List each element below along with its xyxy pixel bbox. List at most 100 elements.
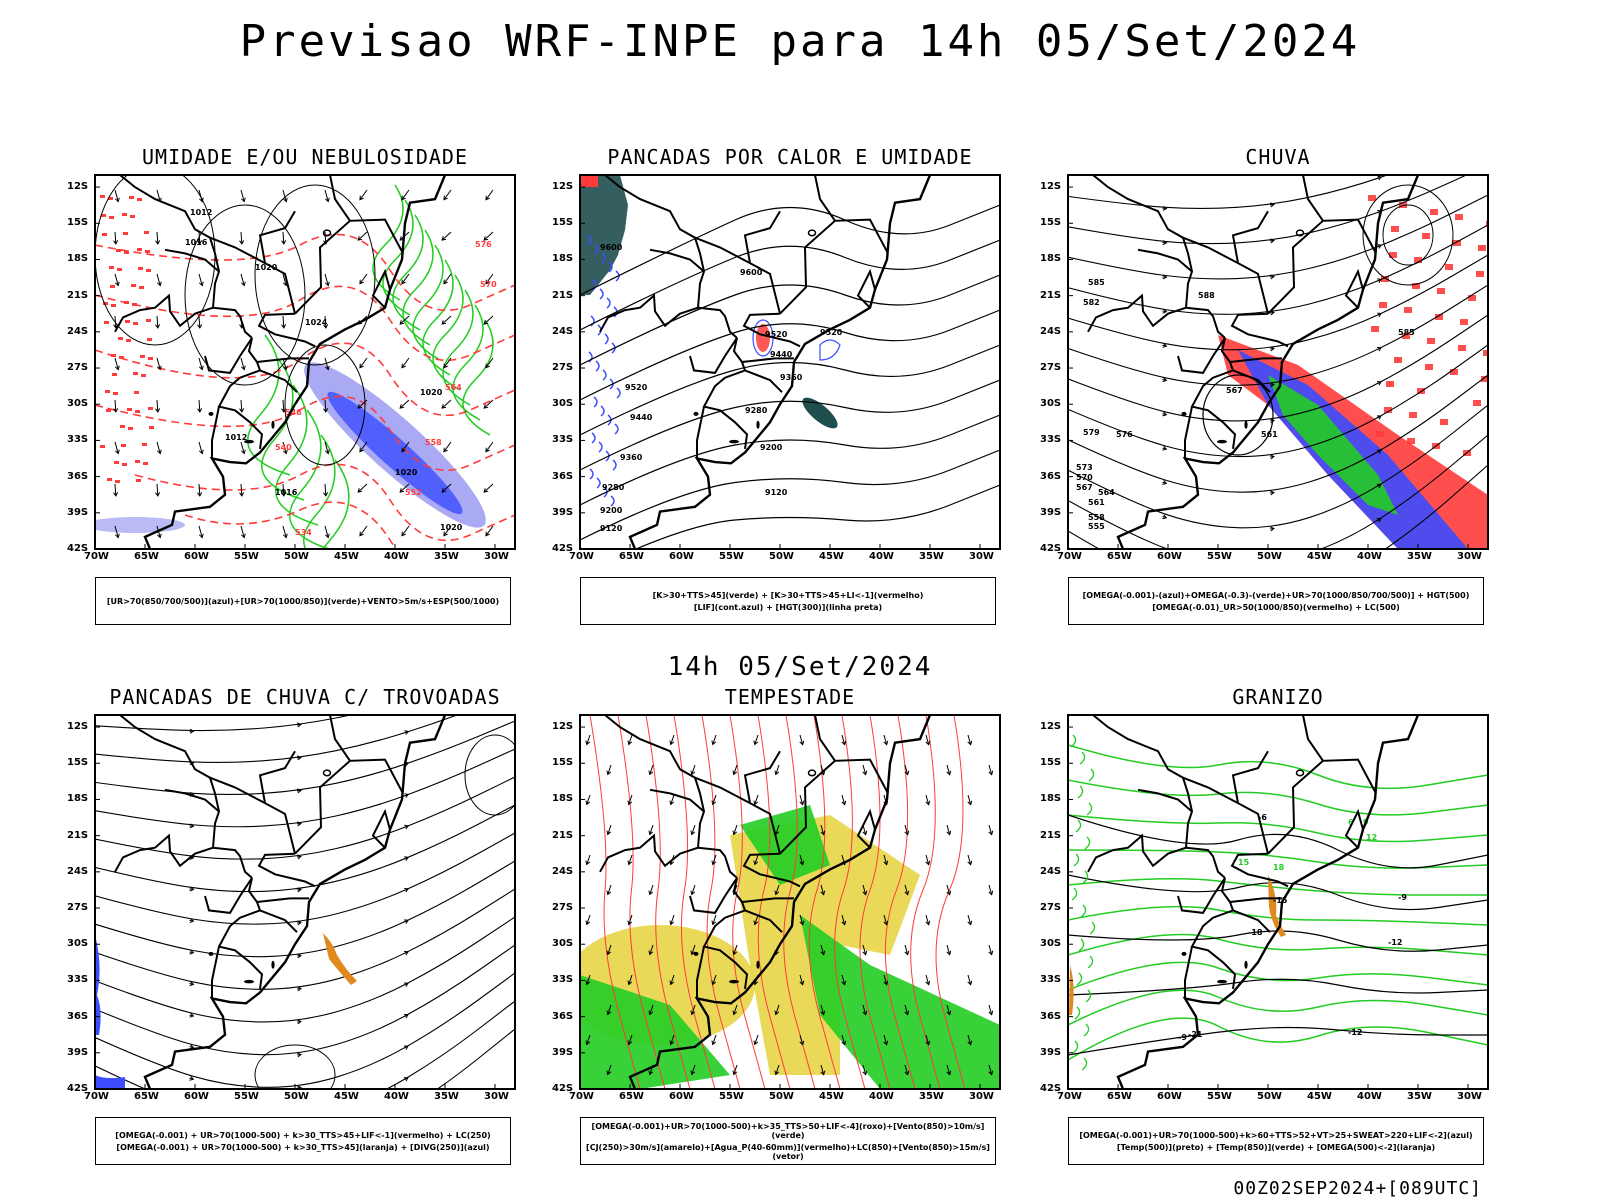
lon-label: 30W (1457, 551, 1482, 562)
isobar (95, 175, 216, 346)
lat-label: 30S (552, 398, 574, 410)
wind-vector-head (627, 860, 633, 866)
wind-arrow (198, 441, 203, 454)
wind-vector (712, 914, 717, 925)
hgt300-contour (580, 309, 1000, 401)
stream-arrow-head (1162, 240, 1168, 246)
map-frame: 1012 1016 1020 1024 1012 1016 1020 1020 1020 576 5… (67, 174, 516, 562)
lake-marker (729, 979, 739, 984)
stream-arrow-head (404, 1109, 408, 1113)
wind-arrow-head (485, 363, 490, 369)
rain-red-patch (1455, 214, 1463, 220)
contour-label: -18 (1248, 928, 1263, 937)
contour-label: 9360 (620, 453, 643, 462)
wind-vector-head (585, 980, 591, 986)
moisture-red-mark (109, 266, 114, 269)
rain-red-patch (1381, 276, 1389, 282)
border-line (741, 897, 794, 903)
contour-label: 579 (1083, 428, 1100, 437)
temp850-contour (1068, 961, 1488, 991)
temp850-contour (1068, 814, 1488, 843)
stream-arrow (190, 1110, 194, 1111)
wind-vector-head (606, 1010, 612, 1016)
lc850-streamline (757, 715, 791, 1089)
lat-label: 15S (1040, 757, 1062, 769)
wind-vector-head (988, 1070, 994, 1076)
temp850-contour (1068, 1017, 1488, 1061)
hgt300-contour (580, 344, 1000, 436)
temp850-contour (1068, 849, 1488, 869)
wind-vector (883, 1034, 888, 1045)
wind-arrow (156, 273, 161, 286)
wind-vector-head (711, 980, 717, 986)
stream-arrow-head (189, 918, 195, 924)
legend-box: [OMEGA(-0.001) + UR>70(1000-500) + k>30_… (95, 1117, 511, 1165)
lat-label: 42S (1040, 1083, 1062, 1094)
border-line (1231, 750, 1269, 854)
wind-vector-head (967, 920, 973, 926)
wind-vector (586, 914, 591, 925)
wind-vector (670, 974, 675, 985)
stream-arrow-head (189, 823, 195, 829)
lon-label: 60W (184, 551, 209, 562)
streamline (1068, 374, 1488, 493)
legend-line: [K>30+TTS>45](verde) + [K>30+TTS>45+LI<-… (652, 590, 924, 600)
wind-vector (883, 734, 888, 745)
map-borders (1068, 715, 1420, 1089)
wind-arrow-head (114, 533, 120, 539)
wind-arrow-head (282, 197, 288, 203)
panel-title: TEMPESTADE (724, 685, 856, 709)
lon-label: 70W (84, 551, 109, 562)
wind-vector (967, 914, 972, 925)
divergence-blue-zone (95, 1075, 125, 1089)
hgt300-contour (580, 274, 1000, 366)
wind-arrow-head (156, 365, 162, 371)
contour-label: 15 (1238, 858, 1250, 867)
moisture-red-mark (122, 213, 127, 216)
stream-arrow-head (297, 755, 302, 761)
moisture-red-mark (124, 251, 129, 254)
humidity-green-contour (322, 459, 350, 549)
map-frame: 12S 15S 18S 21S 24S 27S 30S 33S 36S 39S 42S 70W 65W 6… (552, 714, 1001, 1102)
wind-arrow-head (114, 449, 120, 455)
lifted-index-contour (595, 360, 600, 372)
wind-vector (607, 1004, 612, 1015)
wind-vector (967, 794, 972, 805)
border-line (779, 218, 889, 315)
stream-arrow-head (404, 730, 410, 735)
hgt500-contour (1362, 184, 1454, 286)
panel-chuva: CHUVA 585 582 579 576 573 570 567 564 561 558 555 58… (1028, 145, 1528, 625)
wind-vector (775, 884, 780, 895)
stream-arrow-head (1270, 490, 1275, 496)
brasilia-marker (807, 229, 817, 237)
isobar (254, 184, 376, 366)
wind-vector-head (648, 890, 654, 896)
wind-vector (691, 884, 696, 895)
wind-vector-head (904, 830, 910, 836)
wind-vector (925, 794, 930, 805)
contour-label: 1020 (440, 523, 463, 532)
lifted-index-contour (612, 459, 617, 471)
lat-label: 27S (552, 362, 574, 374)
wind-vector-head (711, 920, 717, 926)
wind-vector-head (669, 1040, 675, 1046)
wind-vector (712, 974, 717, 985)
wind-vector (691, 824, 696, 835)
wind-vector-head (841, 1040, 847, 1046)
stream-arrow-head (1270, 274, 1275, 280)
stream-arrow-head (1270, 202, 1275, 208)
wind-arrow-head (239, 240, 245, 245)
border-line (258, 210, 296, 314)
lon-label: 40W (1357, 551, 1382, 562)
wind-vector-head (883, 860, 889, 866)
border-line (1267, 218, 1377, 315)
lc850-streamline (935, 715, 966, 1089)
omega-orange-zone (1268, 875, 1286, 937)
rain-red-patch (1371, 326, 1379, 332)
wind-arrow-head (399, 320, 405, 325)
rain-red-patch (1460, 319, 1468, 325)
lat-label: 12S (552, 721, 574, 733)
contour-label: 6 (1348, 818, 1354, 827)
lc850-streamline (645, 715, 691, 1089)
lake-marker (271, 960, 275, 969)
